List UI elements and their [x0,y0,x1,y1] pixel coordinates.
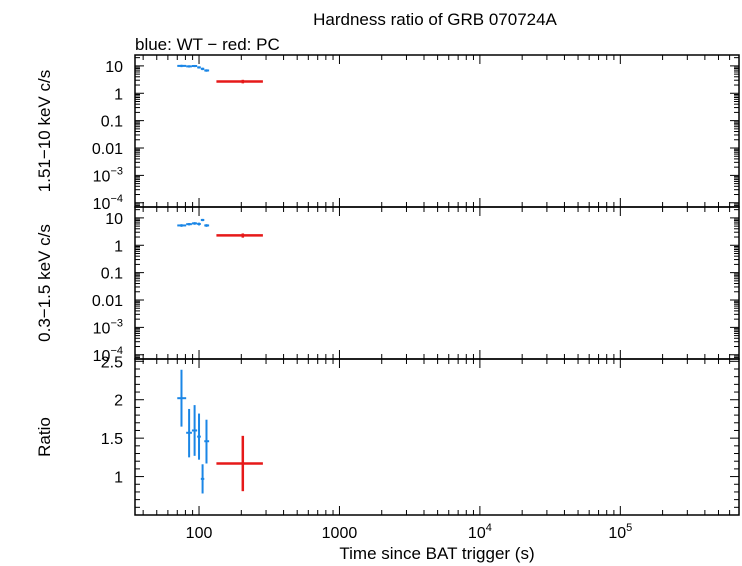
chart-title: Hardness ratio of GRB 070724A [313,10,557,29]
y-tick-label: 10−3 [93,165,123,185]
x-tick-label: 100 [186,525,213,542]
y-tick-label: 1.5 [101,431,123,448]
panel-hard: 10 1 0.1 0.01 10−3 10−4 1.51−10 keV c/s [35,54,740,213]
panel-frame [134,54,740,208]
y-tick-label: 2 [114,393,123,410]
chart-subtitle: blue: WT − red: PC [135,35,280,54]
x-tick-labels: 100 1000 104 105 [186,522,633,542]
panel-ratio: 2.5 2 1.5 1 Ratio [35,354,740,516]
data-point-pc [216,233,263,238]
y-tick-label: 0.01 [92,293,123,310]
series-pc [216,233,263,238]
series-wt [177,64,210,72]
data-point-wt [204,69,210,72]
y-tick-label: 2.5 [101,354,123,371]
data-point-wt [177,369,187,427]
panel-frame [134,358,740,516]
data-point-wt [197,413,201,460]
y-tick-label: 0.1 [101,266,123,283]
x-tick-label: 105 [608,522,632,542]
series-wt [177,218,210,227]
y-tick-label: 10 [105,211,123,228]
data-point-pc [216,435,263,492]
panel-soft: 10 1 0.1 0.01 10−3 10−4 0.3−1.5 keV c/s [35,206,740,365]
data-point-wt [186,65,192,68]
data-point-wt [191,405,198,456]
data-point-wt [177,64,187,68]
data-point-wt [191,222,198,225]
y-tick-label: 10−4 [93,345,123,365]
x-axis-label: Time since BAT trigger (s) [339,544,534,563]
data-point-pc [216,79,263,84]
y-tick-label: 0.01 [92,141,123,158]
y-tick-label: 10−4 [93,193,123,213]
data-point-wt [191,64,198,68]
y-axis-label-ratio: Ratio [35,417,54,457]
data-point-wt [197,222,201,226]
y-axis-label-soft: 0.3−1.5 keV c/s [35,224,54,342]
data-point-wt [186,223,192,226]
y-tick-label: 10−3 [93,317,123,337]
y-tick-label: 1 [114,238,123,255]
y-tick-label: 10 [105,59,123,76]
data-point-wt [177,224,187,227]
data-point-wt [200,67,205,71]
data-point-wt [186,408,192,458]
data-point-wt [204,224,210,227]
series-pc [216,435,263,492]
panel-frame [134,206,740,360]
data-point-wt [200,464,205,494]
data-point-wt [204,419,210,464]
data-point-wt [200,218,205,222]
y-axis-label-hard: 1.51−10 keV c/s [35,70,54,192]
x-tick-label: 104 [468,522,492,542]
series-pc [216,79,263,84]
y-tick-label: 1 [114,86,123,103]
x-tick-label: 1000 [322,525,358,542]
plot-panels: 10 1 0.1 0.01 10−3 10−4 1.51−10 keV c/s 10 1 0.1 0… [35,54,740,542]
series-wt [177,369,210,494]
data-point-wt [197,66,201,69]
y-tick-label: 1 [114,470,123,487]
y-tick-label: 0.1 [101,114,123,131]
